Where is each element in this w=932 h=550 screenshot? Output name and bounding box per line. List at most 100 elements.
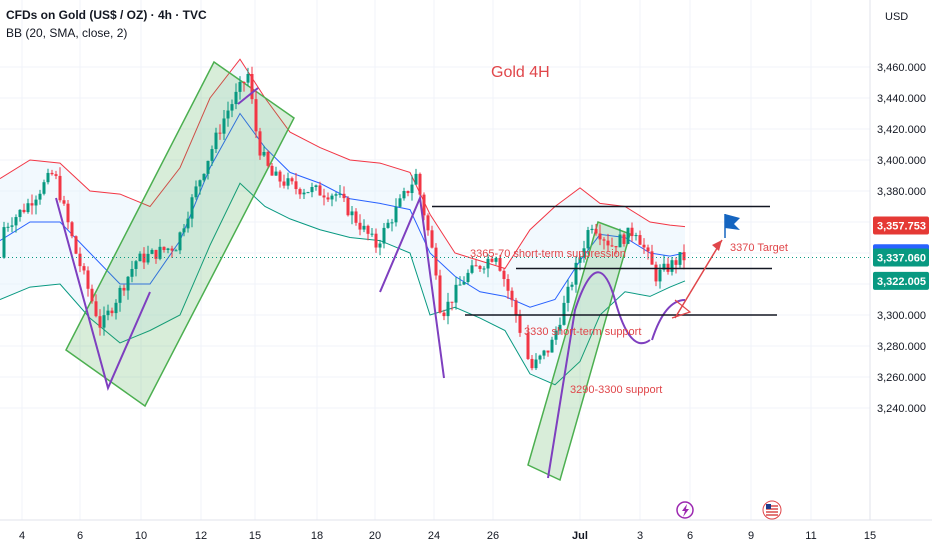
price-badge: 3,322.005 [873, 271, 929, 290]
candle-body [290, 178, 294, 182]
candle-body [614, 246, 618, 248]
target-arrow [674, 239, 723, 319]
candle-body [578, 257, 582, 263]
candle-body [14, 217, 18, 226]
candle-body [602, 239, 606, 241]
time-axis[interactable]: 4 6 10 12 15 18 20 24 26 Jul 3 6 9 11 15 [19, 530, 876, 542]
candle-body [222, 118, 226, 134]
candle-body [286, 178, 290, 186]
time-tick-label: 26 [487, 530, 499, 542]
candle-body [326, 197, 330, 200]
time-tick-label: 15 [249, 530, 261, 542]
candle-body [78, 253, 82, 267]
candle-body [442, 312, 446, 317]
candle-body [46, 172, 50, 183]
price-badge-bg [873, 216, 929, 235]
us-flag-event-icon[interactable] [762, 500, 782, 520]
candle-body [322, 195, 326, 198]
candle-body [154, 249, 158, 259]
time-tick-label: 4 [19, 530, 25, 542]
wave-curve-2 [651, 299, 686, 341]
price-axis[interactable]: 3,240.000 3,260.000 3,280.000 3,300.000 3,32… [877, 62, 926, 415]
candle-body [114, 302, 118, 314]
candle-body [438, 275, 442, 313]
bb-basis-line [0, 112, 686, 308]
price-tick-label: 3,440.000 [877, 93, 926, 105]
candle-body [218, 132, 222, 134]
candle-body [106, 310, 110, 316]
lightning-event-icon[interactable] [676, 501, 694, 519]
candle-body [498, 257, 502, 271]
candle-body [622, 234, 626, 244]
candle-body [266, 151, 270, 166]
currency-label[interactable]: USD [885, 11, 908, 23]
candle-body [90, 288, 94, 302]
candle-body [314, 185, 318, 188]
candle-body [282, 181, 286, 186]
candle-body [146, 253, 150, 263]
candle-body [466, 272, 470, 283]
candle-body [538, 355, 542, 360]
candle-body [174, 250, 178, 252]
candle-body [118, 287, 122, 303]
candle-body [302, 192, 306, 195]
candle-body [470, 265, 474, 273]
candle-body [350, 211, 354, 216]
price-tick-label: 3,300.000 [877, 310, 926, 322]
candle-body [126, 276, 130, 291]
support-zone-label: 3290-3300 support [570, 384, 662, 396]
target-flag-icon [724, 214, 740, 238]
candle-body [206, 160, 210, 174]
candle-body [22, 209, 26, 213]
time-tick-label: 18 [311, 530, 323, 542]
candle-body [658, 269, 662, 282]
candle-body [6, 226, 10, 228]
candle-body [306, 192, 310, 194]
time-tick-label: Jul [572, 530, 588, 542]
candle-body [474, 265, 478, 267]
candle-body [26, 203, 30, 213]
candle-body [214, 132, 218, 150]
time-tick-label: 15 [864, 530, 876, 542]
candle-body [546, 350, 550, 353]
candle-body [274, 171, 278, 176]
candle-body [158, 246, 162, 259]
candle-body [378, 243, 382, 248]
candle-body [570, 284, 574, 287]
time-tick-label: 10 [135, 530, 147, 542]
candle-body [422, 194, 426, 216]
symbol-title: CFDs on Gold (US$ / OZ) · 4h · TVC [6, 8, 207, 22]
candle-body [110, 310, 114, 314]
candle-body [638, 235, 642, 245]
price-tick-label: 3,420.000 [877, 124, 926, 136]
candle-body [150, 249, 154, 254]
price-tick-label: 3,400.000 [877, 155, 926, 167]
time-tick-label: 20 [369, 530, 381, 542]
price-badge-label: 3,322.005 [877, 276, 926, 288]
candle-body [494, 257, 498, 262]
candle-body [310, 187, 314, 193]
candle-body [98, 316, 102, 328]
time-tick-label: 24 [428, 530, 440, 542]
candle-body [330, 195, 334, 200]
candle-body [526, 332, 530, 359]
candle-body [230, 104, 234, 111]
candle-body [674, 260, 678, 265]
candle-body [534, 359, 538, 369]
candle-body [358, 222, 362, 230]
candle-body [434, 247, 438, 276]
candle-body [398, 198, 402, 207]
candle-body [190, 197, 194, 219]
flag-cloth [725, 214, 740, 230]
candle-body [382, 227, 386, 244]
price-badge-bg [873, 271, 929, 290]
candle-body [370, 233, 374, 235]
indicator-label: BB (20, SMA, close, 2) [6, 26, 127, 40]
candle-body [366, 225, 370, 234]
candle-body [486, 258, 490, 269]
candle-body [294, 181, 298, 190]
time-tick-label: 9 [748, 530, 754, 542]
candle-body [54, 174, 58, 176]
